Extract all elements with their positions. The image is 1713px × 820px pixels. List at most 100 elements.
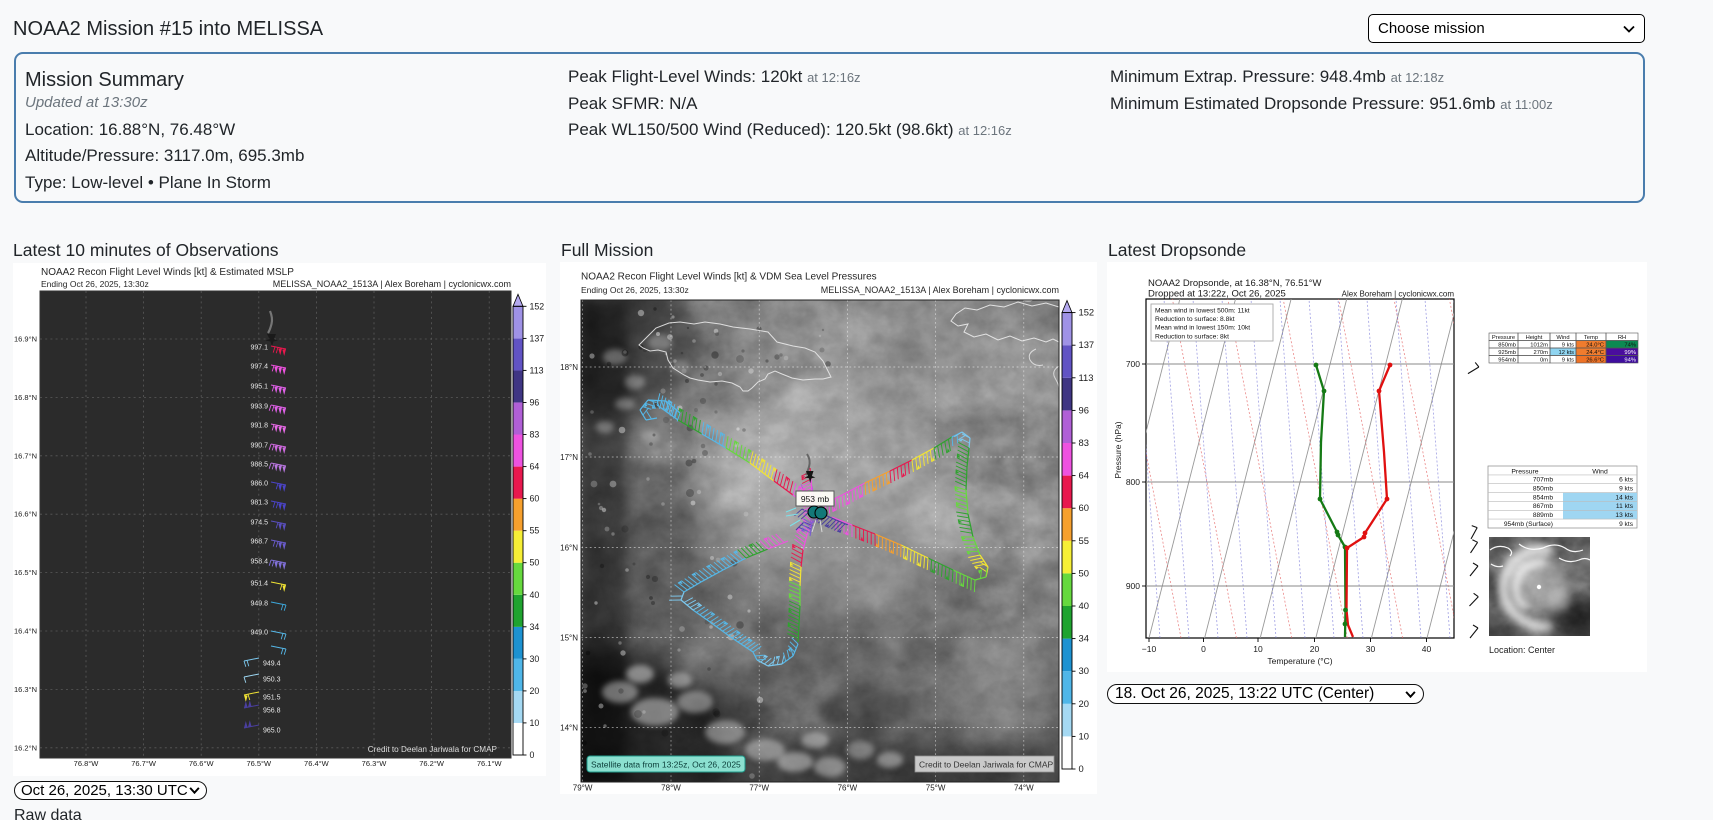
svg-text:950.3: 950.3	[263, 677, 281, 684]
svg-text:76.8°W: 76.8°W	[74, 759, 100, 768]
svg-text:40: 40	[530, 590, 540, 600]
svg-text:96: 96	[1079, 404, 1089, 415]
svg-text:14 kts: 14 kts	[1615, 494, 1633, 501]
svg-text:55: 55	[1079, 535, 1089, 546]
svg-text:113: 113	[1079, 372, 1094, 383]
svg-text:64: 64	[530, 462, 540, 472]
svg-text:55: 55	[530, 526, 540, 536]
svg-text:60: 60	[1079, 502, 1089, 513]
svg-text:Temp: Temp	[1584, 335, 1598, 341]
svg-text:965.0: 965.0	[263, 728, 281, 735]
svg-text:988.5: 988.5	[250, 462, 268, 469]
svg-text:270m: 270m	[1533, 350, 1548, 356]
svg-text:83: 83	[530, 430, 540, 440]
svg-text:990.7: 990.7	[250, 443, 268, 450]
svg-text:16.6°N: 16.6°N	[14, 510, 37, 519]
svg-text:Mean wind in lowest 500m: 11kt: Mean wind in lowest 500m: 11kt	[1155, 308, 1250, 315]
svg-text:867mb: 867mb	[1533, 503, 1553, 510]
svg-text:10: 10	[1253, 644, 1263, 654]
svg-text:76.1°W: 76.1°W	[477, 759, 503, 768]
svg-text:96: 96	[530, 398, 540, 408]
svg-text:Pressure: Pressure	[1511, 469, 1538, 476]
svg-text:951.4: 951.4	[250, 581, 268, 588]
svg-text:NOAA2 Recon Flight Level Winds: NOAA2 Recon Flight Level Winds [kt] & VD…	[581, 272, 877, 283]
svg-text:Reduction to surface: 8kt: Reduction to surface: 8kt	[1155, 333, 1229, 340]
svg-text:949.4: 949.4	[263, 661, 281, 668]
svg-text:949.0: 949.0	[250, 630, 268, 637]
svg-text:20: 20	[530, 686, 540, 696]
svg-text:−10: −10	[1142, 644, 1157, 654]
svg-text:15°N: 15°N	[560, 634, 578, 643]
svg-text:17°N: 17°N	[560, 453, 578, 462]
svg-text:30: 30	[1079, 665, 1089, 676]
svg-text:76.6°W: 76.6°W	[189, 759, 215, 768]
svg-text:Location: Center: Location: Center	[1489, 645, 1555, 655]
svg-text:34: 34	[530, 622, 540, 632]
svg-text:993.9: 993.9	[250, 404, 268, 411]
svg-text:113: 113	[530, 365, 544, 375]
svg-text:16.2°N: 16.2°N	[14, 743, 37, 752]
svg-text:707mb: 707mb	[1533, 477, 1553, 484]
svg-text:16.5°N: 16.5°N	[14, 568, 37, 577]
svg-text:900: 900	[1126, 581, 1140, 591]
svg-text:997.1: 997.1	[250, 345, 268, 352]
svg-text:9 kts: 9 kts	[1562, 358, 1574, 364]
svg-text:94%: 94%	[1624, 358, 1636, 364]
svg-text:0: 0	[1201, 644, 1206, 654]
svg-text:10: 10	[530, 718, 540, 728]
svg-text:954mb: 954mb	[1498, 358, 1516, 364]
svg-text:997.4: 997.4	[250, 364, 268, 371]
svg-text:850mb: 850mb	[1498, 343, 1516, 349]
svg-text:Credit to Deelan Jariwala for: Credit to Deelan Jariwala for CMAP	[919, 760, 1053, 770]
svg-text:958.4: 958.4	[250, 559, 268, 566]
svg-text:40: 40	[1422, 644, 1432, 654]
svg-text:76°W: 76°W	[838, 784, 858, 793]
svg-text:14°N: 14°N	[560, 724, 578, 733]
svg-text:24.0°C: 24.0°C	[1586, 343, 1604, 349]
svg-text:137: 137	[1079, 339, 1095, 350]
svg-text:981.3: 981.3	[250, 500, 268, 507]
svg-text:949.8: 949.8	[250, 601, 268, 608]
svg-text:77°W: 77°W	[749, 784, 769, 793]
svg-text:974.5: 974.5	[250, 520, 268, 527]
svg-text:MELISSA_NOAA2_1513A | Alex Bor: MELISSA_NOAA2_1513A | Alex Boreham | cyc…	[273, 279, 511, 289]
svg-text:74°W: 74°W	[1014, 784, 1034, 793]
svg-text:76.2°W: 76.2°W	[419, 759, 445, 768]
svg-text:9 kts: 9 kts	[1619, 521, 1634, 528]
svg-text:Credit to Deelan Jariwala for: Credit to Deelan Jariwala for CMAP	[368, 745, 498, 754]
svg-text:Pressure (hPa): Pressure (hPa)	[1113, 421, 1123, 478]
svg-text:NOAA2 Dropsonde, at 16.38°N, 7: NOAA2 Dropsonde, at 16.38°N, 76.51°W	[1148, 278, 1321, 289]
svg-text:951.5: 951.5	[263, 695, 281, 702]
svg-text:Pressure: Pressure	[1492, 335, 1515, 341]
svg-text:152: 152	[1079, 307, 1095, 318]
svg-text:74%: 74%	[1624, 343, 1636, 349]
svg-text:99%: 99%	[1624, 350, 1636, 356]
svg-text:76.3°W: 76.3°W	[362, 759, 388, 768]
svg-text:1012m: 1012m	[1530, 343, 1548, 349]
svg-text:986.0: 986.0	[250, 481, 268, 488]
svg-text:83: 83	[1079, 437, 1089, 448]
svg-text:Dropped at 13:22z, Oct 26, 202: Dropped at 13:22z, Oct 26, 2025	[1148, 289, 1286, 300]
svg-text:991.8: 991.8	[250, 423, 268, 430]
svg-text:16.8°N: 16.8°N	[14, 393, 37, 402]
svg-text:9 kts: 9 kts	[1619, 486, 1634, 493]
svg-text:Alex Boreham | cyclonicwx.com: Alex Boreham | cyclonicwx.com	[1342, 290, 1455, 299]
svg-text:16.3°N: 16.3°N	[14, 685, 37, 694]
svg-text:50: 50	[530, 558, 540, 568]
svg-text:16.7°N: 16.7°N	[14, 451, 37, 460]
svg-text:79°W: 79°W	[573, 784, 593, 793]
svg-text:78°W: 78°W	[661, 784, 681, 793]
svg-text:60: 60	[530, 494, 540, 504]
svg-text:26.6°C: 26.6°C	[1586, 358, 1604, 364]
svg-text:RH: RH	[1618, 335, 1626, 341]
svg-text:20: 20	[1310, 644, 1320, 654]
svg-text:700: 700	[1126, 359, 1140, 369]
svg-text:18°N: 18°N	[560, 363, 578, 372]
svg-text:850mb: 850mb	[1533, 486, 1553, 493]
svg-text:76.4°W: 76.4°W	[304, 759, 330, 768]
svg-text:MELISSA_NOAA2_1513A | Alex Bor: MELISSA_NOAA2_1513A | Alex Boreham | cyc…	[821, 285, 1059, 295]
svg-text:NOAA2 Recon Flight Level Winds: NOAA2 Recon Flight Level Winds [kt] & Es…	[41, 267, 294, 278]
svg-text:Ending Oct 26, 2025, 13:30z: Ending Oct 26, 2025, 13:30z	[581, 285, 689, 295]
svg-text:Satellite data from 13:25z, Oc: Satellite data from 13:25z, Oct 26, 2025	[591, 760, 741, 770]
svg-text:Height: Height	[1526, 335, 1543, 341]
